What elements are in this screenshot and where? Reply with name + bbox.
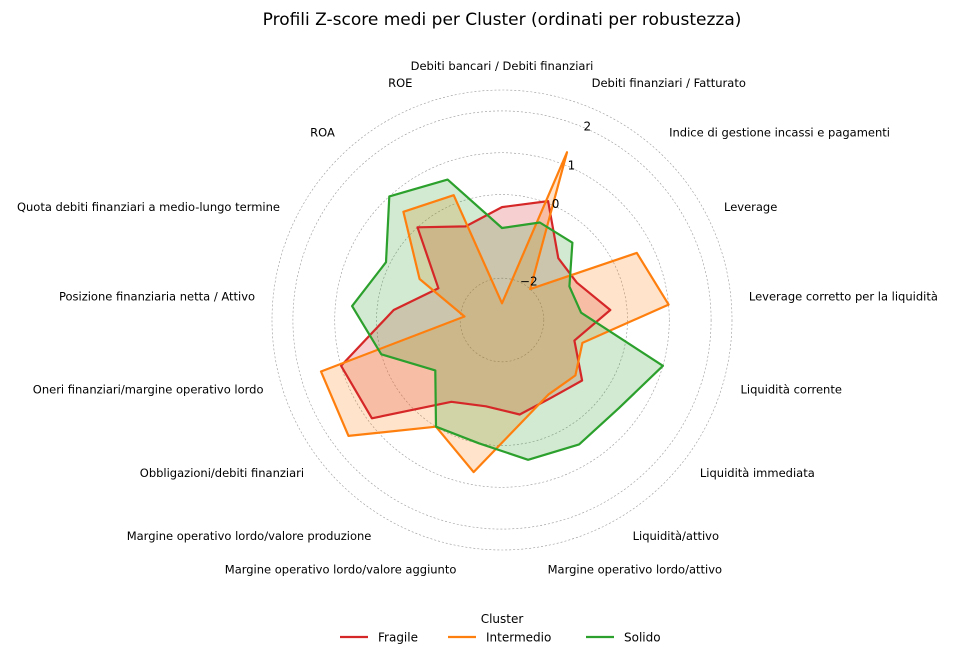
- axis-label: ROA: [310, 125, 335, 139]
- series-area-intermedio: [321, 152, 669, 473]
- grid-circle: [334, 152, 670, 488]
- axis-label: Leverage: [724, 200, 777, 214]
- legend-label-intermedio: Intermedio: [486, 631, 551, 645]
- axis-label: Liquidità/attivo: [633, 529, 719, 543]
- axis-label: Margine operativo lordo/valore produzion…: [127, 529, 372, 543]
- axis-label: Posizione finanziaria netta / Attivo: [59, 290, 255, 304]
- radial-tick-label: 2: [584, 120, 592, 134]
- radial-tick-labels: −2 0 1 2: [520, 120, 591, 289]
- radar-grid: [271, 89, 733, 551]
- axis-label: Liquidità immediata: [700, 466, 815, 480]
- grid-circle: [459, 277, 545, 363]
- axis-label: Obbligazioni/debiti finanziari: [140, 466, 304, 480]
- radial-tick-label: 1: [568, 158, 576, 172]
- axis-label: Debiti finanziari / Fatturato: [592, 76, 746, 90]
- grid-circle: [292, 110, 712, 530]
- axis-label: Leverage corretto per la liquidità: [749, 290, 938, 304]
- series-area-solido: [352, 179, 663, 460]
- series-area-fragile: [341, 201, 611, 419]
- axis-label: Quota debiti finanziari a medio-lungo te…: [17, 200, 280, 214]
- grid-circle: [376, 194, 628, 446]
- axis-label: ROE: [388, 76, 412, 90]
- legend: Cluster Fragile Intermedio Solido: [340, 612, 661, 645]
- legend-title: Cluster: [481, 612, 524, 626]
- axis-label: Oneri finanziari/margine operativo lordo: [33, 383, 264, 397]
- grid-outer-circle: [271, 89, 733, 551]
- axis-label: Margine operativo lordo/attivo: [548, 563, 722, 577]
- series-line-intermedio: [319, 151, 670, 474]
- series-lines: [319, 151, 670, 474]
- chart-title: Profili Z-score medi per Cluster (ordina…: [263, 10, 742, 30]
- axis-labels: Debiti bancari / Debiti finanziari Debiti…: [17, 59, 938, 577]
- series-line-solido: [351, 178, 665, 461]
- series-line-fragile: [340, 200, 612, 420]
- axis-label: Margine operativo lordo/valore aggiunto: [225, 563, 457, 577]
- axis-label: Indice di gestione incassi e pagamenti: [669, 125, 890, 139]
- series-areas: [321, 152, 669, 473]
- legend-label-fragile: Fragile: [378, 631, 418, 645]
- legend-label-solido: Solido: [624, 631, 661, 645]
- radial-tick-label: −2: [520, 274, 538, 288]
- axis-label: Liquidità corrente: [741, 383, 842, 397]
- radial-tick-label: 0: [552, 197, 560, 211]
- axis-label: Debiti bancari / Debiti finanziari: [411, 59, 594, 73]
